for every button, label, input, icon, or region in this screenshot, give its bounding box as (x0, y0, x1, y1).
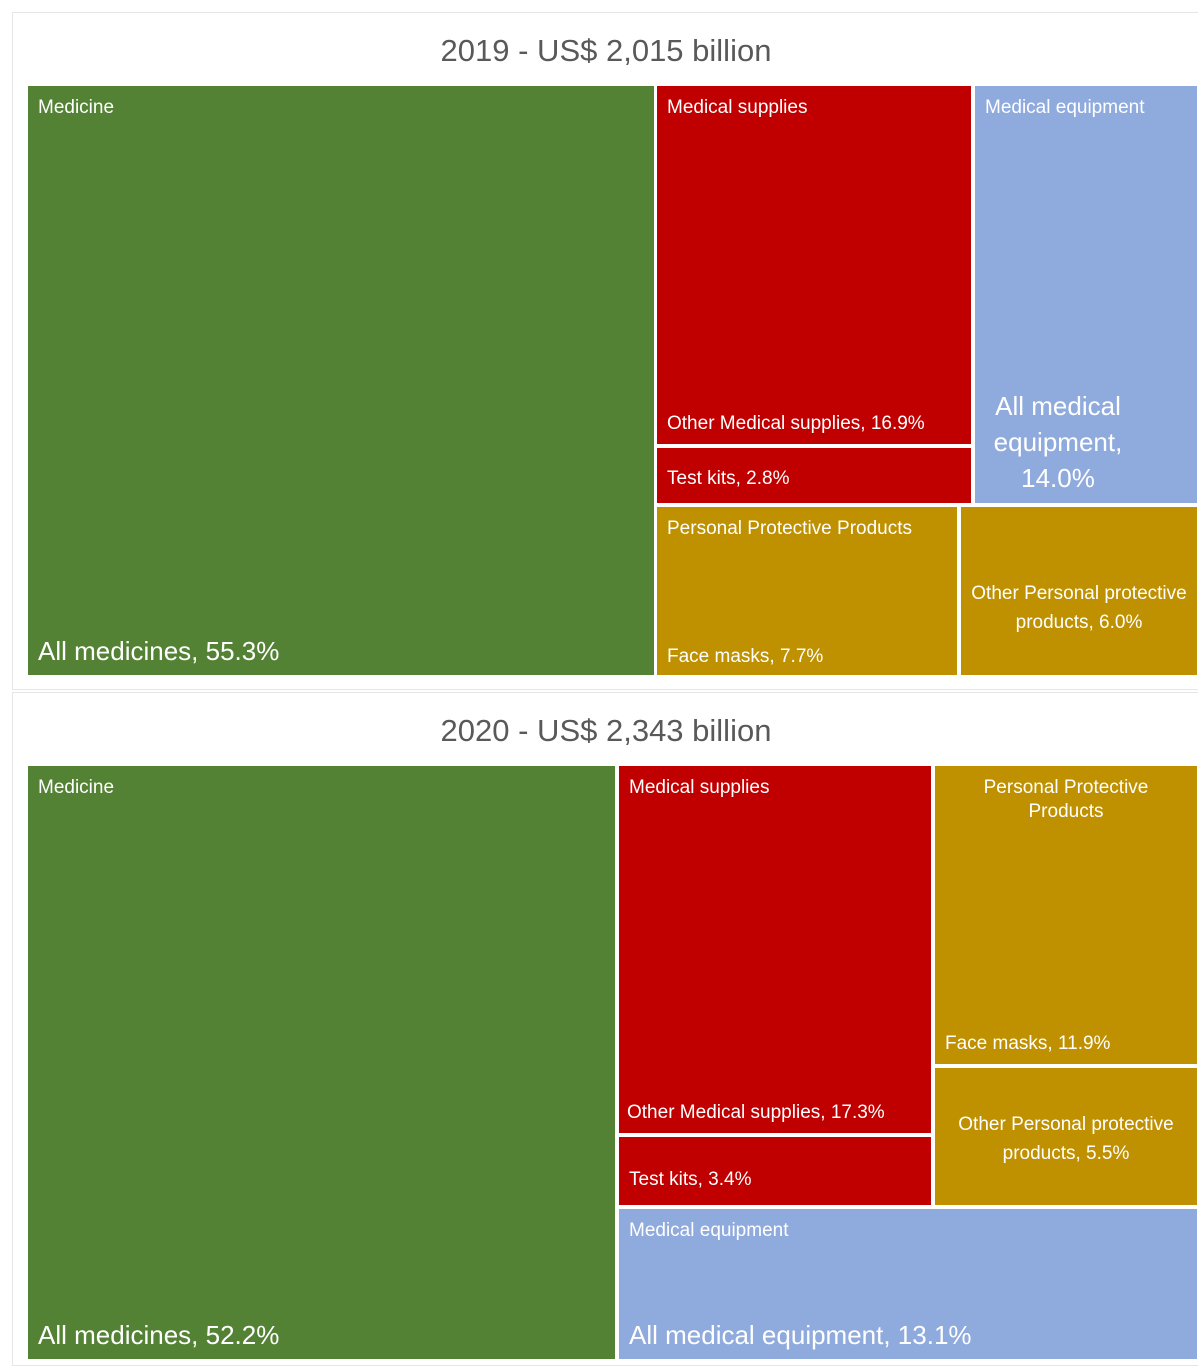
group-label-medical-supplies-2020: Medical supplies (629, 777, 770, 798)
leaf-label-other-ppp-2019: Other Personal protective products, 6.0% (971, 583, 1187, 633)
chart-title-2019: 2019 - US$ 2,015 billion (440, 33, 772, 68)
leaf-label-face-masks-2019: Face masks, 7.7% (667, 646, 824, 667)
group-label-ppp-2019: Personal Protective Products (667, 518, 913, 539)
leaf-label-test-kits-2019: Test kits, 2.8% (667, 468, 790, 489)
tile-other-ppp-2020: Other Personal protective products, 5.5% (935, 1068, 1197, 1205)
tile-face-masks-2020: Personal Protective Products Face masks,… (935, 766, 1197, 1064)
leaf-label-all-medical-equipment-2019: All medical equipment, 14.0% (993, 391, 1123, 493)
tile-face-masks-2019: Personal Protective Products Face masks,… (657, 507, 957, 675)
leaf-label-all-medicines-2020: All medicines, 52.2% (38, 1320, 280, 1350)
group-label-medical-equipment-2020: Medical equipment (629, 1220, 789, 1241)
leaf-label-other-ppp-2020: Other Personal protective products, 5.5% (958, 1114, 1174, 1164)
group-label-medicine-2020: Medicine (38, 777, 115, 798)
tile-medical-equipment-2019: Medical equipment All medical equipment,… (975, 86, 1197, 503)
tile-medicine-2020: Medicine All medicines, 52.2% (28, 766, 615, 1359)
leaf-label-other-medical-supplies-2019: Other Medical supplies, 16.9% (667, 413, 925, 434)
leaf-label-all-medical-equipment-2020: All medical equipment, 13.1% (629, 1320, 972, 1350)
leaf-label-all-medicines-2019: All medicines, 55.3% (38, 636, 280, 666)
leaf-label-other-medical-supplies-2020: Other Medical supplies, 17.3% (627, 1102, 885, 1123)
leaf-label-test-kits-2020: Test kits, 3.4% (629, 1169, 752, 1190)
group-label-ppp-2020: Personal Protective Products (983, 777, 1149, 822)
treemap-2019: 2019 - US$ 2,015 billion Medicine All me… (12, 12, 1198, 690)
treemap-2020: 2020 - US$ 2,343 billion Medicine All me… (12, 692, 1198, 1366)
group-label-medical-supplies-2019: Medical supplies (667, 97, 808, 118)
tile-other-medical-supplies-2019: Medical supplies Other Medical supplies,… (657, 86, 971, 444)
tile-medicine-2019: Medicine All medicines, 55.3% (28, 86, 654, 675)
group-label-medical-equipment-2019: Medical equipment (985, 97, 1145, 118)
tile-medical-equipment-2020: Medical equipment All medical equipment,… (619, 1209, 1197, 1359)
tile-other-medical-supplies-2020: Medical supplies Other Medical supplies,… (619, 766, 931, 1133)
tile-test-kits-2020: Test kits, 3.4% (619, 1137, 931, 1205)
tile-test-kits-2019: Test kits, 2.8% (657, 448, 971, 503)
tile-other-ppp-2019: Other Personal protective products, 6.0% (961, 507, 1197, 675)
leaf-label-face-masks-2020: Face masks, 11.9% (945, 1033, 1111, 1054)
group-label-medicine-2019: Medicine (38, 97, 115, 118)
chart-title-2020: 2020 - US$ 2,343 billion (440, 713, 772, 748)
